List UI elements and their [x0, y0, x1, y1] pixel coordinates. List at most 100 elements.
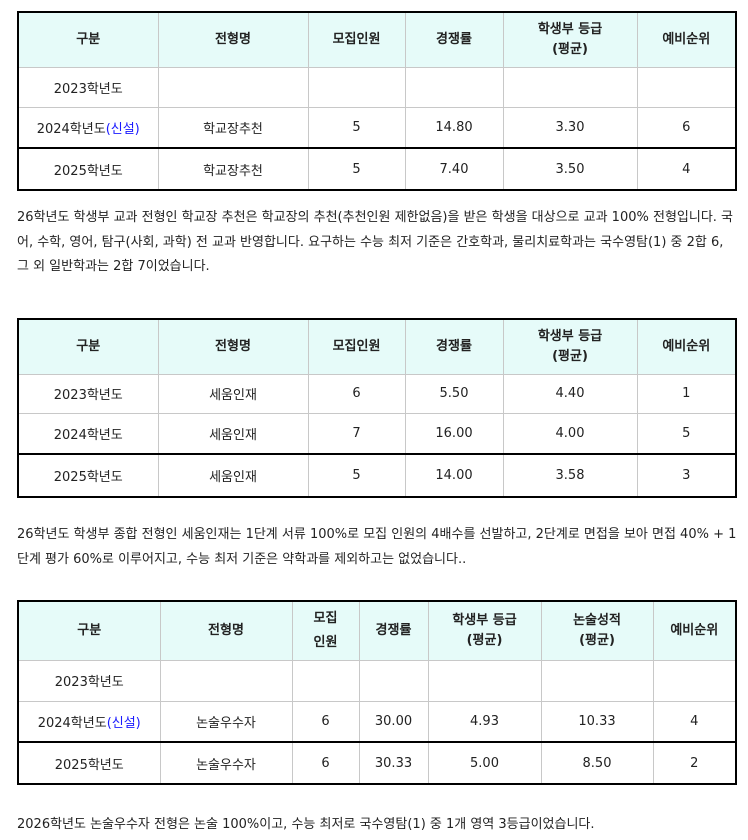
ratio-cell: 5.50 — [404, 373, 504, 414]
table-row: 2024학년도(신설) 학교장추천 5 14.80 3.30 6 — [17, 106, 737, 149]
waitlist-cell: 3 — [636, 453, 737, 498]
name-cell: 논술우수자 — [159, 741, 293, 785]
waitlist-cell: 4 — [636, 147, 737, 191]
table-row: 2024학년도(신설) 논술우수자 6 30.00 4.93 10.33 4 — [17, 700, 737, 743]
ratio-cell: 14.00 — [404, 453, 504, 498]
header-cell: 경쟁률 — [358, 600, 429, 661]
ratio-cell — [404, 66, 504, 108]
header-cell: 예비순위 — [652, 600, 737, 661]
admission-table-essay: 구분 전형명 모집 인원 경쟁률 학생부 등급 (평균) 논술성적 (평균) 예… — [17, 600, 737, 785]
count-cell: 5 — [307, 106, 406, 149]
ratio-cell: 14.80 — [404, 106, 504, 149]
ratio-cell: 30.00 — [358, 700, 429, 743]
header-cell: 학생부 등급 (평균) — [502, 318, 638, 375]
year-label: 2025학년도 — [53, 163, 123, 179]
year-cell: 2024학년도(신설) — [17, 700, 161, 743]
admission-table-seum-talent: 구분 전형명 모집인원 경쟁률 학생부 등급 (평균) 예비순위 2023학년도… — [17, 318, 737, 498]
header-cell: 모집인원 — [307, 11, 406, 68]
essay-cell: 10.33 — [540, 700, 654, 743]
year-cell: 2025학년도 — [17, 453, 159, 498]
name-cell: 세움인재 — [157, 453, 309, 498]
grade-cell — [427, 659, 542, 702]
header-cell: 학생부 등급 (평균) — [427, 600, 542, 661]
year-cell: 2023학년도 — [17, 659, 161, 702]
name-cell — [157, 66, 309, 108]
description-essay: 2026학년도 논술우수자 전형은 논술 100%이고, 수능 최저로 국수영탐… — [17, 817, 595, 832]
count-cell: 7 — [307, 412, 406, 455]
count-cell — [307, 66, 406, 108]
grade-cell: 3.58 — [502, 453, 638, 498]
count-cell: 6 — [307, 373, 406, 414]
header-cell: 학생부 등급 (평균) — [502, 11, 638, 68]
admission-table-school-recommendation: 구분 전형명 모집인원 경쟁률 학생부 등급 (평균) 예비순위 2023학년도… — [17, 11, 737, 191]
name-cell: 학교장추천 — [157, 147, 309, 191]
year-cell: 2024학년도(신설) — [17, 106, 159, 149]
waitlist-cell: 1 — [636, 373, 737, 414]
table-row: 2023학년도 — [17, 66, 737, 108]
table-row: 2023학년도 — [17, 659, 737, 702]
header-cell: 구분 — [17, 318, 159, 375]
ratio-cell: 7.40 — [404, 147, 504, 191]
header-row: 구분 전형명 모집 인원 경쟁률 학생부 등급 (평균) 논술성적 (평균) 예… — [17, 600, 737, 661]
grade-cell: 5.00 — [427, 741, 542, 785]
grade-cell: 4.40 — [502, 373, 638, 414]
new-tag: (신설) — [106, 715, 141, 731]
table-row: 2024학년도 세움인재 7 16.00 4.00 5 — [17, 412, 737, 455]
description-school-recommendation: 26학년도 학생부 교과 전형인 학교장 추천은 학교장의 추천(추천인원 제한… — [17, 210, 734, 274]
year-label: 2023학년도 — [53, 81, 123, 97]
year-label: 2024학년도 — [36, 121, 106, 137]
ratio-cell: 16.00 — [404, 412, 504, 455]
description-seum-talent: 26학년도 학생부 종합 전형인 세움인재는 1단계 서류 100%로 모집 인… — [17, 527, 737, 567]
ratio-cell — [358, 659, 429, 702]
header-row: 구분 전형명 모집인원 경쟁률 학생부 등급 (평균) 예비순위 — [17, 318, 737, 375]
grade-cell — [502, 66, 638, 108]
header-cell: 경쟁률 — [404, 318, 504, 375]
header-cell: 논술성적 (평균) — [540, 600, 654, 661]
count-cell: 5 — [307, 453, 406, 498]
year-cell: 2023학년도 — [17, 373, 159, 414]
year-cell: 2024학년도 — [17, 412, 159, 455]
table-row: 2025학년도 논술우수자 6 30.33 5.00 8.50 2 — [17, 741, 737, 785]
year-cell: 2025학년도 — [17, 741, 161, 785]
header-cell: 전형명 — [159, 600, 293, 661]
name-cell: 세움인재 — [157, 373, 309, 414]
header-cell: 구분 — [17, 600, 161, 661]
header-cell: 경쟁률 — [404, 11, 504, 68]
ratio-cell: 30.33 — [358, 741, 429, 785]
grade-cell: 3.50 — [502, 147, 638, 191]
count-cell: 5 — [307, 147, 406, 191]
table-row: 2025학년도 세움인재 5 14.00 3.58 3 — [17, 453, 737, 498]
header-cell: 예비순위 — [636, 11, 737, 68]
name-cell — [159, 659, 293, 702]
waitlist-cell: 4 — [652, 700, 737, 743]
name-cell: 논술우수자 — [159, 700, 293, 743]
count-cell: 6 — [291, 741, 360, 785]
year-cell: 2025학년도 — [17, 147, 159, 191]
waitlist-cell — [636, 66, 737, 108]
header-cell: 모집 인원 — [291, 600, 360, 661]
grade-cell: 4.00 — [502, 412, 638, 455]
header-cell: 모집인원 — [307, 318, 406, 375]
header-cell: 전형명 — [157, 11, 309, 68]
header-cell: 전형명 — [157, 318, 309, 375]
name-cell: 세움인재 — [157, 412, 309, 455]
name-cell: 학교장추천 — [157, 106, 309, 149]
year-label: 2023학년도 — [54, 675, 124, 690]
grade-cell: 3.30 — [502, 106, 638, 149]
waitlist-cell — [652, 659, 737, 702]
new-tag: (신설) — [105, 121, 140, 137]
waitlist-cell: 2 — [652, 741, 737, 785]
waitlist-cell: 6 — [636, 106, 737, 149]
year-label: 2024학년도 — [37, 715, 107, 731]
essay-cell — [540, 659, 654, 702]
year-cell: 2023학년도 — [17, 66, 159, 108]
count-cell — [291, 659, 360, 702]
header-row: 구분 전형명 모집인원 경쟁률 학생부 등급 (평균) 예비순위 — [17, 11, 737, 68]
table-row: 2023학년도 세움인재 6 5.50 4.40 1 — [17, 373, 737, 414]
table-row: 2025학년도 학교장추천 5 7.40 3.50 4 — [17, 147, 737, 191]
count-cell: 6 — [291, 700, 360, 743]
essay-cell: 8.50 — [540, 741, 654, 785]
year-label: 2025학년도 — [54, 757, 124, 773]
waitlist-cell: 5 — [636, 412, 737, 455]
grade-cell: 4.93 — [427, 700, 542, 743]
